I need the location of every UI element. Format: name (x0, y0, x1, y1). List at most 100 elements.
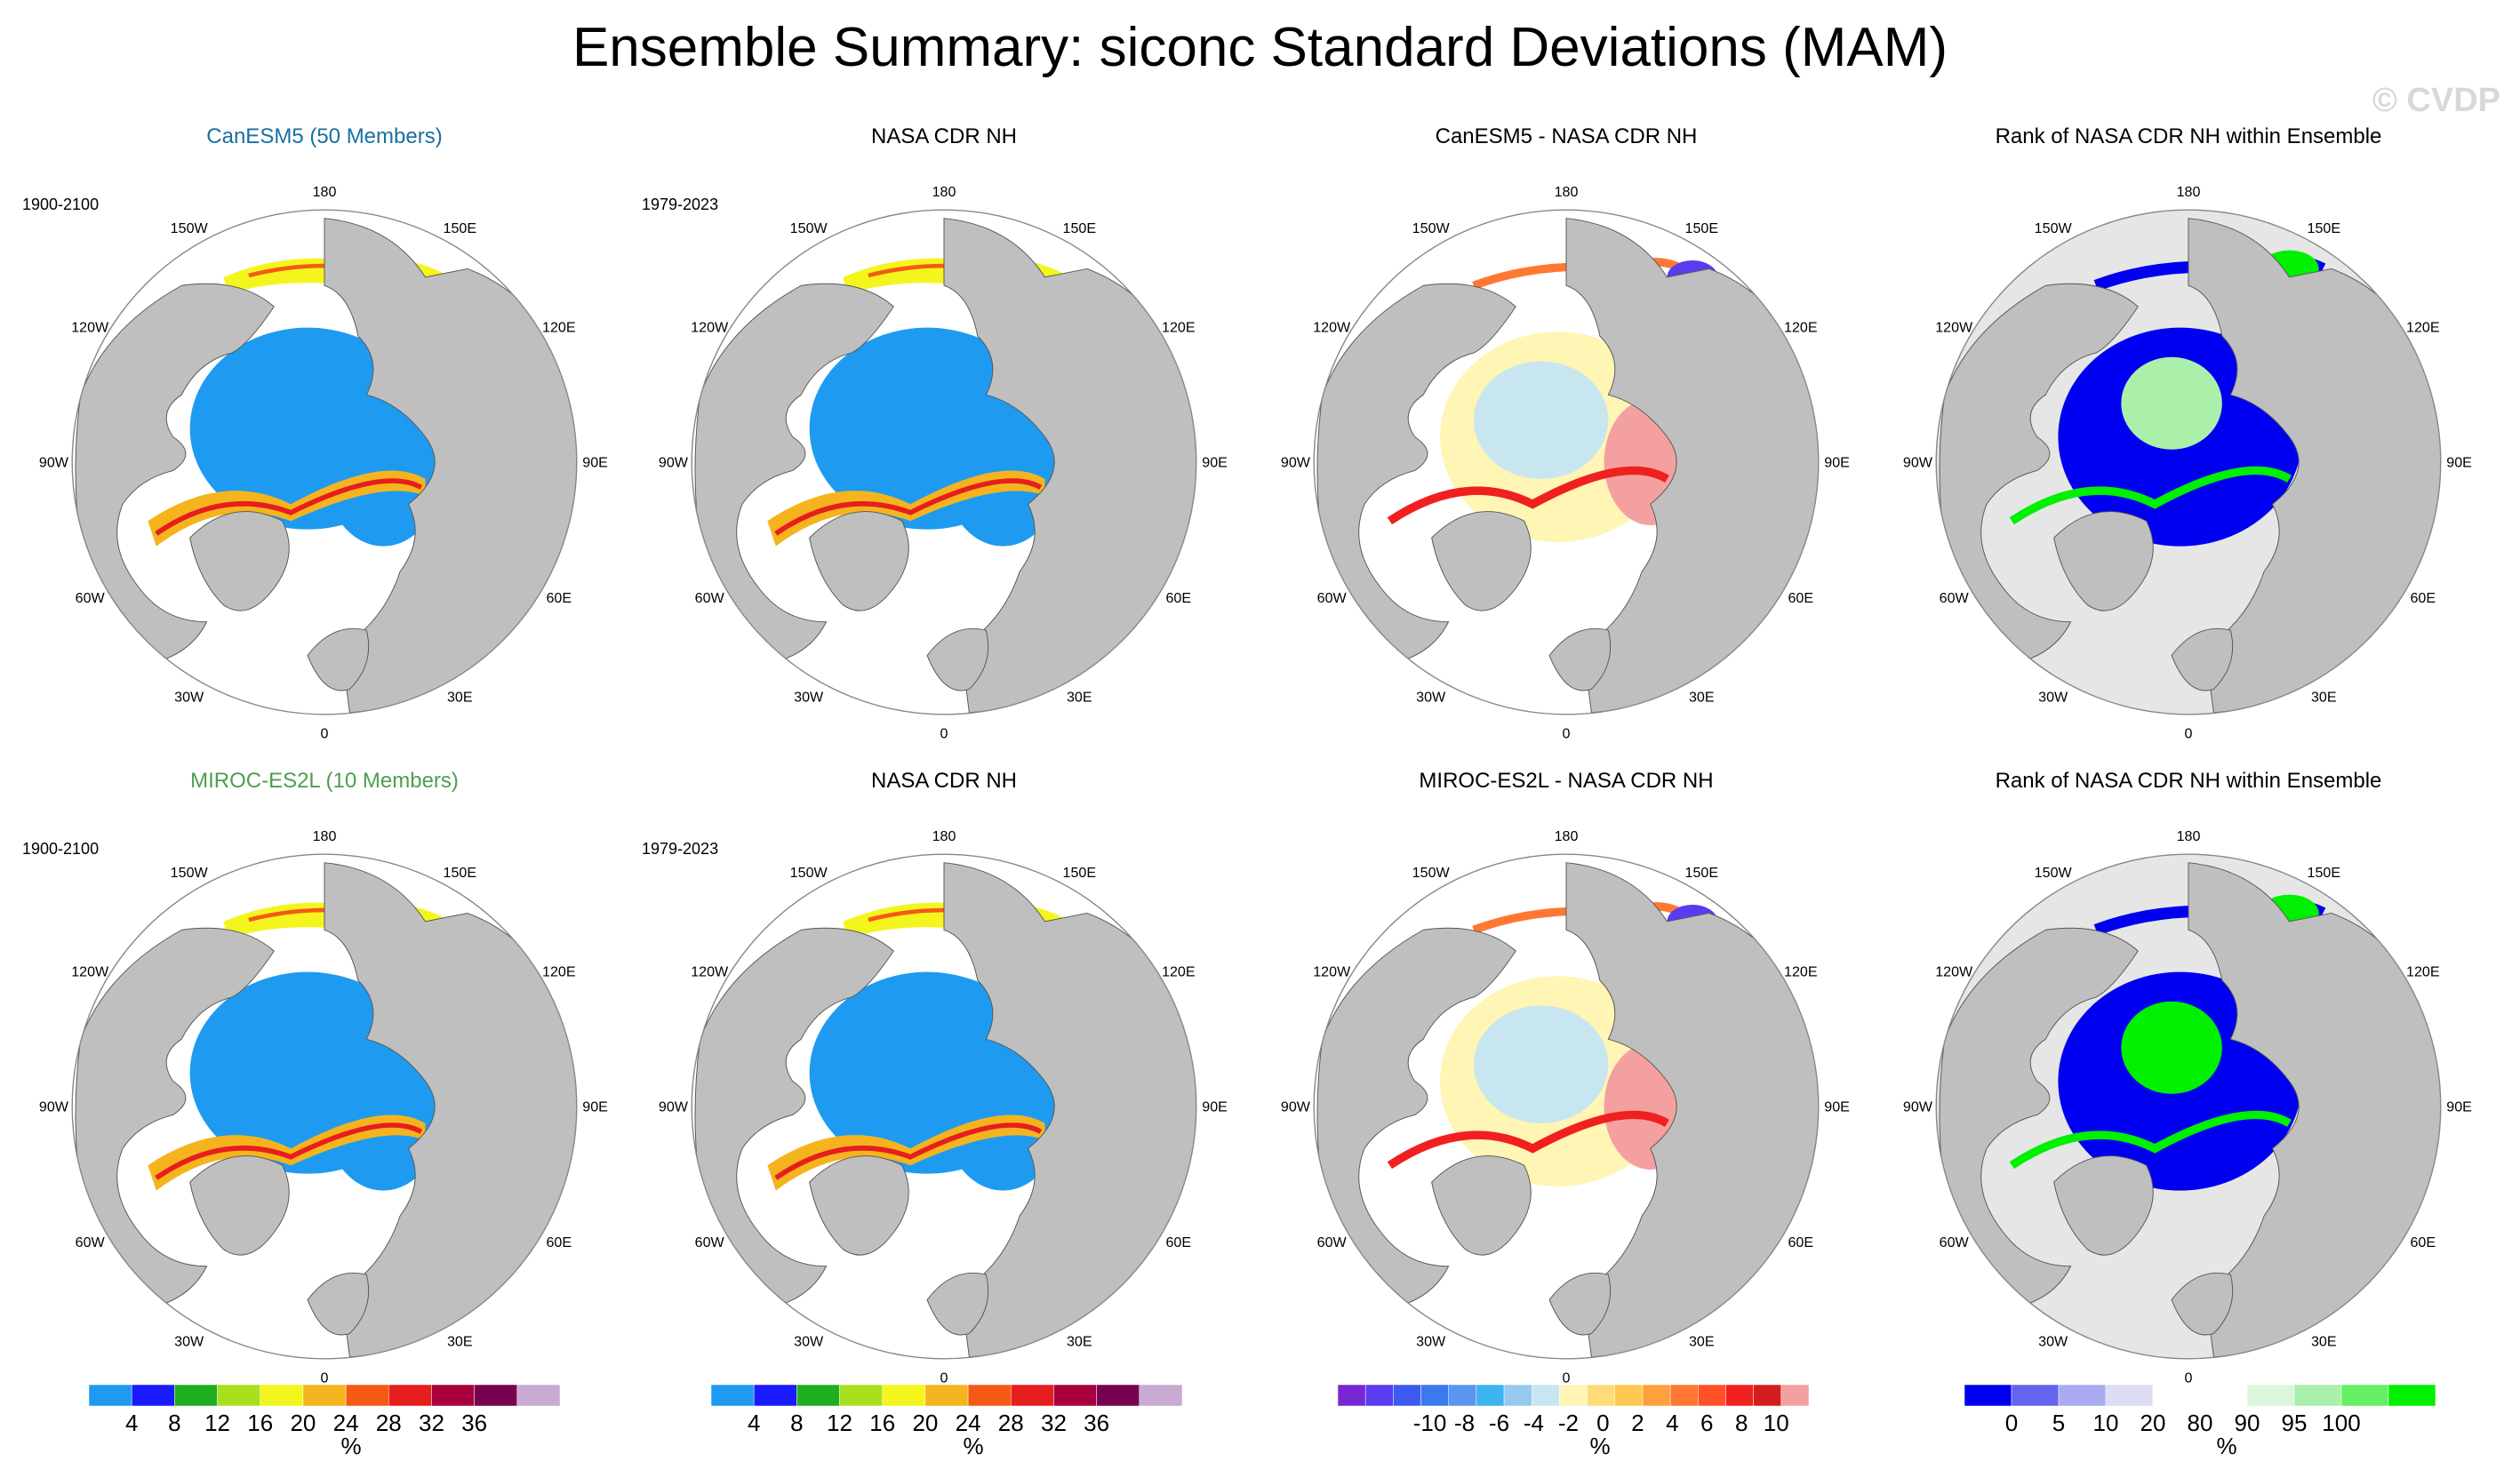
longitude-label: 180 (932, 828, 956, 844)
longitude-label: 30E (447, 1333, 473, 1349)
longitude-label: 120E (2406, 319, 2440, 335)
colorbar-swatch (2058, 1385, 2107, 1407)
colorbar-swatch (1338, 1385, 1366, 1407)
longitude-label: 150W (1412, 865, 1451, 881)
colorbar-swatch (1011, 1385, 1054, 1407)
longitude-label: 180 (313, 828, 337, 844)
longitude-label: 60W (1940, 590, 1970, 606)
longitude-label: 30W (174, 689, 204, 705)
longitude-label: 60E (1788, 1234, 1813, 1250)
map-panel: Rank of NASA CDR NH within Ensemble 180 15… (1877, 124, 2500, 773)
longitude-label: 150E (444, 865, 477, 881)
colorbar-swatch (1587, 1385, 1616, 1407)
colorbar-swatch (2152, 1385, 2201, 1407)
colorbar-swatch (516, 1385, 561, 1407)
colorbar-swatch (217, 1385, 260, 1407)
colorbar-tick-label: -10 (1413, 1410, 1447, 1436)
polar-map: 180 150E 120E 90E 60E 30E 0 30W 60W 90W 120W 150W (1903, 828, 2472, 1386)
map-panel: NASA CDR NH 1979-2023 180 150E 120E 90E 60E 30E… (633, 769, 1255, 1418)
longitude-label: 150E (2308, 865, 2341, 881)
map-boundary (1313, 209, 1820, 715)
colorbar-tick-label: 16 (247, 1410, 273, 1436)
colorbar-tick-label: 16 (869, 1410, 895, 1436)
colorbar-swatch (302, 1385, 347, 1407)
longitude-label: 30E (447, 689, 473, 705)
period-label: 1900-2100 (22, 840, 100, 858)
longitude-label: 30E (2311, 1333, 2337, 1349)
colorbar-std: 4 8 12 16 20 24 28 32 36% (89, 1385, 578, 1456)
colorbar-diff: -10 -8 -6 -4 -2 0 2 4 6 8 10% (1338, 1385, 1827, 1456)
longitude-label: 120E (1784, 319, 1818, 335)
longitude-label: 180 (1555, 828, 1579, 844)
colorbar-tick-label: 5 (2052, 1410, 2065, 1436)
colorbar-tick-label: 95 (2282, 1410, 2308, 1436)
colorbar-swatch (1503, 1385, 1532, 1407)
map-panel: MIROC-ES2L (10 Members) 1900-2100 180 150E 1… (13, 769, 636, 1418)
longitude-label: 120W (1935, 319, 1973, 335)
panel-title: CanESM5 - NASA CDR NH (1435, 124, 1698, 148)
longitude-label: 30W (2038, 1333, 2068, 1349)
colorbar-swatch (2340, 1385, 2389, 1407)
longitude-label: 0 (940, 1370, 948, 1386)
longitude-label: 150E (1685, 220, 1719, 236)
longitude-label: 60W (695, 1234, 725, 1250)
colorbar-swatch (1393, 1385, 1421, 1407)
panel-title: MIROC-ES2L - NASA CDR NH (1419, 769, 1714, 793)
longitude-label: 90E (2446, 1099, 2472, 1115)
colorbar-swatch (260, 1385, 304, 1407)
colorbar-tick-label: 36 (461, 1410, 487, 1436)
panel-title: NASA CDR NH (870, 769, 1018, 793)
longitude-label: 30W (174, 1333, 204, 1349)
longitude-label: 60E (2410, 590, 2436, 606)
longitude-label: 150E (1063, 865, 1097, 881)
period-label: 1900-2100 (22, 196, 100, 213)
longitude-label: 0 (940, 725, 948, 741)
colorbar-swatch (1669, 1385, 1699, 1407)
colorbar-swatch (1698, 1385, 1726, 1407)
longitude-label: 60W (1317, 1234, 1348, 1250)
colorbar-swatch (882, 1385, 926, 1407)
colorbar-unit: % (1589, 1433, 1610, 1456)
longitude-label: 120E (1784, 963, 1818, 979)
colorbar-swatch (2199, 1385, 2248, 1407)
longitude-label: 30E (2311, 689, 2337, 705)
longitude-label: 60E (1788, 590, 1813, 606)
map-boundary (71, 853, 578, 1360)
colorbar-swatch (1420, 1385, 1449, 1407)
longitude-label: 150W (790, 220, 828, 236)
longitude-label: 30E (1689, 1333, 1715, 1349)
longitude-label: 30E (1067, 689, 1092, 705)
polar-map: 180 150E 120E 90E 60E 30E 0 30W 60W 90W 120W 150W (659, 828, 1228, 1386)
longitude-label: 0 (321, 1370, 329, 1386)
greenland-land (809, 1155, 909, 1256)
colorbar-tick-label: 12 (827, 1410, 852, 1436)
longitude-label: 30W (2038, 689, 2068, 705)
colorbar-unit: % (2216, 1433, 2236, 1456)
longitude-label: 150W (2035, 865, 2073, 881)
colorbar-std: 4 8 12 16 20 24 28 32 36% (711, 1385, 1200, 1456)
longitude-label: 90E (582, 1099, 608, 1115)
scandinavia-land (307, 627, 370, 691)
colorbar-tick-label: 28 (998, 1410, 1024, 1436)
longitude-label: 90W (1281, 1099, 1311, 1115)
polar-map: 180 150E 120E 90E 60E 30E 0 30W 60W 90W 120W 150W (39, 184, 608, 741)
colorbar-tick-label: 4 (125, 1410, 138, 1436)
colorbar-tick-label: 24 (956, 1410, 981, 1436)
polar-map: 180 150E 120E 90E 60E 30E 0 30W 60W 90W 120W 150W (39, 828, 608, 1386)
longitude-label: 180 (1555, 184, 1579, 200)
greenland-land (2053, 511, 2154, 611)
colorbar-swatch (2246, 1385, 2295, 1407)
panel-title: MIROC-ES2L (10 Members) (190, 769, 459, 793)
colorbar-unit: % (340, 1433, 361, 1456)
colorbar-swatch (1614, 1385, 1644, 1407)
longitude-label: 90W (1903, 455, 1933, 471)
map-boundary (691, 209, 1197, 715)
longitude-label: 180 (2177, 184, 2201, 200)
colorbar-swatch (1053, 1385, 1097, 1407)
colorbar-swatch (2011, 1385, 2060, 1407)
greenland-land (1431, 1155, 1532, 1256)
longitude-label: 90E (1824, 455, 1850, 471)
longitude-label: 90W (1903, 1099, 1933, 1115)
colorbar-swatch (1096, 1385, 1140, 1407)
longitude-label: 30E (1067, 1333, 1092, 1349)
